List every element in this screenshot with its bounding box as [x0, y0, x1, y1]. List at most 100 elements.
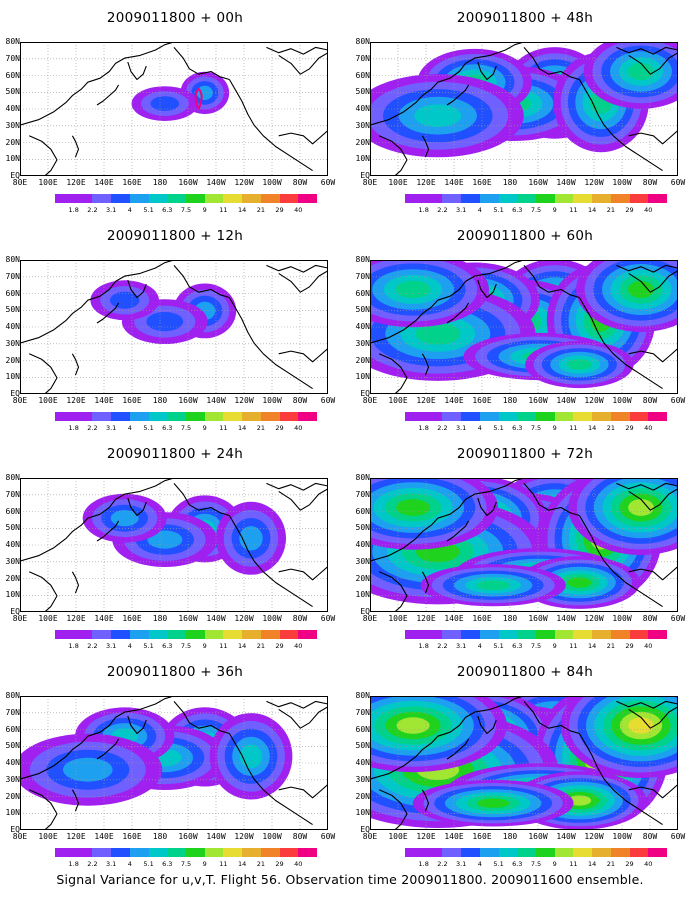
lon-tick-label: 180	[152, 178, 168, 187]
lon-tick-label: 140E	[94, 614, 114, 623]
colorbar-label: 29	[625, 860, 634, 868]
lon-tick-label: 120E	[416, 614, 436, 623]
lon-tick-label: 120E	[416, 178, 436, 187]
lat-tick-label: 80N	[355, 255, 370, 264]
lon-tick-label: 100E	[38, 614, 58, 623]
colorbar-label: 14	[588, 860, 597, 868]
variance-map	[20, 478, 328, 612]
colorbar-swatch	[423, 412, 443, 421]
lat-tick-label: 30N	[355, 338, 370, 348]
lon-tick-label: 60W	[320, 396, 336, 405]
colorbar-label: 14	[238, 642, 247, 650]
colorbar-swatch	[223, 194, 243, 203]
colorbar-label: 5.1	[493, 206, 504, 214]
colorbar-swatch	[129, 194, 150, 203]
lon-tick-label: 100E	[38, 832, 58, 841]
lat-tick-label: 40N	[5, 322, 20, 331]
colorbar-label: 11	[219, 206, 228, 214]
lat-tick-label: 60N	[5, 724, 20, 734]
panel-title: 2009011800 + 48h	[456, 10, 594, 26]
lon-tick-label: 100E	[38, 178, 58, 187]
forecast-panel: 2009011800 + 36h 80N 70N 60N 50N 40N 30N 20N 10N…	[0, 654, 350, 879]
colorbar-label: 6.3	[162, 860, 173, 868]
lat-tick-label: 40N	[5, 104, 20, 113]
colorbar-swatch	[479, 194, 500, 203]
lon-tick-label: 120E	[416, 396, 436, 405]
panel-title: 2009011800 + 60h	[456, 228, 594, 244]
lat-tick-label: 10N	[5, 154, 20, 164]
colorbar-label: 40	[294, 206, 303, 214]
lat-tick-label: 30N	[5, 774, 20, 784]
lat-tick-label: EQ	[360, 389, 370, 398]
colorbar-swatch	[92, 194, 112, 203]
colorbar-swatch	[73, 848, 93, 857]
lon-tick-label: 80W	[292, 396, 308, 405]
colorbar-label: 21	[606, 206, 615, 214]
colorbar-swatch	[536, 194, 556, 203]
colorbar-label: 2.2	[87, 860, 98, 868]
colorbar-swatch	[260, 194, 281, 203]
colorbar-swatch	[461, 848, 481, 857]
lon-tick-label: 80W	[292, 614, 308, 623]
colorbar-swatch	[55, 848, 75, 857]
lat-tick-label: EQ	[10, 607, 20, 616]
coastlines	[20, 42, 328, 176]
lon-tick-label: 180	[502, 832, 518, 841]
lat-tick-label: 10N	[355, 590, 370, 600]
lon-tick-label: 100W	[612, 614, 632, 623]
colorbar-swatch	[129, 630, 150, 639]
colorbar	[55, 630, 318, 639]
lat-tick-label: 70N	[5, 53, 20, 63]
colorbar-swatch	[461, 194, 481, 203]
colorbar-swatch	[629, 630, 649, 639]
colorbar-swatch	[648, 412, 668, 421]
panel-title: 2009011800 + 24h	[106, 446, 244, 462]
colorbar-label: 7.5	[530, 642, 542, 650]
colorbar-swatch	[592, 630, 612, 639]
lon-tick-label: 180	[502, 614, 518, 623]
lat-tick-label: 30N	[5, 120, 20, 130]
colorbar-swatch	[92, 848, 112, 857]
colorbar-swatch	[111, 412, 131, 421]
lon-tick-label: 160W	[178, 614, 198, 623]
colorbar-swatch	[592, 848, 612, 857]
colorbar-label: 2.2	[87, 424, 98, 432]
lon-tick-label: 180	[152, 396, 168, 405]
colorbar-label: 3.1	[455, 642, 467, 650]
colorbar-label: 5.1	[493, 642, 504, 650]
colorbar-swatch	[405, 194, 425, 203]
lat-tick-label: 60N	[5, 288, 20, 298]
lon-tick-label: 100W	[612, 178, 632, 187]
lat-tick-label: 40N	[355, 758, 370, 767]
colorbar-swatch	[148, 412, 168, 421]
colorbar-swatch	[479, 412, 500, 421]
colorbar	[55, 194, 318, 203]
lon-tick-label: 120W	[584, 832, 604, 841]
lon-tick-label: 80E	[12, 832, 28, 841]
lat-tick-label: 50N	[5, 523, 20, 533]
colorbar-label: 4	[127, 642, 132, 650]
colorbar-label: 1.8	[418, 424, 429, 432]
colorbar-label: 9	[552, 424, 557, 432]
panel-title: 2009011800 + 36h	[106, 664, 244, 680]
colorbar-swatch	[442, 412, 462, 421]
colorbar-label: 21	[606, 424, 615, 432]
lat-tick-label: 30N	[355, 556, 370, 566]
lat-tick-label: 20N	[355, 791, 370, 801]
colorbar-label: 14	[238, 860, 247, 868]
colorbar-label: 6.3	[512, 206, 523, 214]
colorbar-label: 21	[606, 642, 615, 650]
coastlines	[20, 696, 328, 830]
colorbar-label: 9	[202, 206, 207, 214]
colorbar-swatch	[111, 194, 131, 203]
colorbar-label: 21	[256, 206, 265, 214]
colorbar-swatch	[298, 848, 318, 857]
lon-tick-label: 60W	[670, 396, 686, 405]
lon-tick-label: 160E	[122, 396, 142, 405]
lat-tick-label: 60N	[355, 288, 370, 298]
colorbar-label: 11	[569, 642, 578, 650]
variance-shading	[370, 478, 678, 609]
lon-tick-label: 160W	[528, 614, 548, 623]
lat-tick-label: 50N	[355, 305, 370, 315]
colorbar-label: 14	[588, 206, 597, 214]
